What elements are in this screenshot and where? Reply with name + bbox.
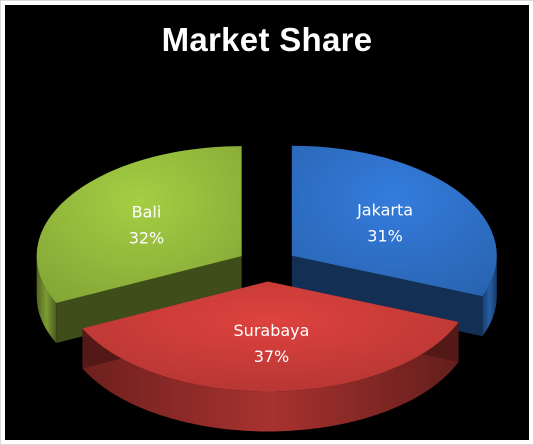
pie-slice-jakarta: Jakarta 31% (291, 145, 497, 337)
chart-title: Market Share (161, 21, 373, 58)
pie-chart: Jakarta 31% Bali 32% Surabaya 37% (36, 145, 497, 432)
pie-slice-cut-face (56, 256, 242, 343)
slice-percent-label: 37% (254, 347, 290, 366)
slice-name-label: Surabaya (234, 321, 310, 340)
pie-slice-side (82, 321, 459, 432)
chart-area: Market Share Jakarta 31% Bali 32% Surabaya 37… (5, 5, 529, 440)
slice-name-label: Bali (132, 203, 162, 222)
slice-percent-label: 31% (367, 227, 403, 246)
pie-slice-top (82, 281, 459, 392)
pie-slice-bali: Bali 32% (36, 146, 242, 343)
pie-slice-top (291, 145, 497, 297)
pie-slice-cut-face (291, 255, 483, 337)
pie-slice-side (36, 256, 57, 343)
pie-slice-side (482, 255, 497, 337)
pie-slice-surabaya: Surabaya 37% (82, 281, 459, 432)
pie-slice-top (36, 146, 242, 303)
slice-percent-label: 32% (129, 229, 165, 248)
slice-name-label: Jakarta (356, 201, 413, 220)
